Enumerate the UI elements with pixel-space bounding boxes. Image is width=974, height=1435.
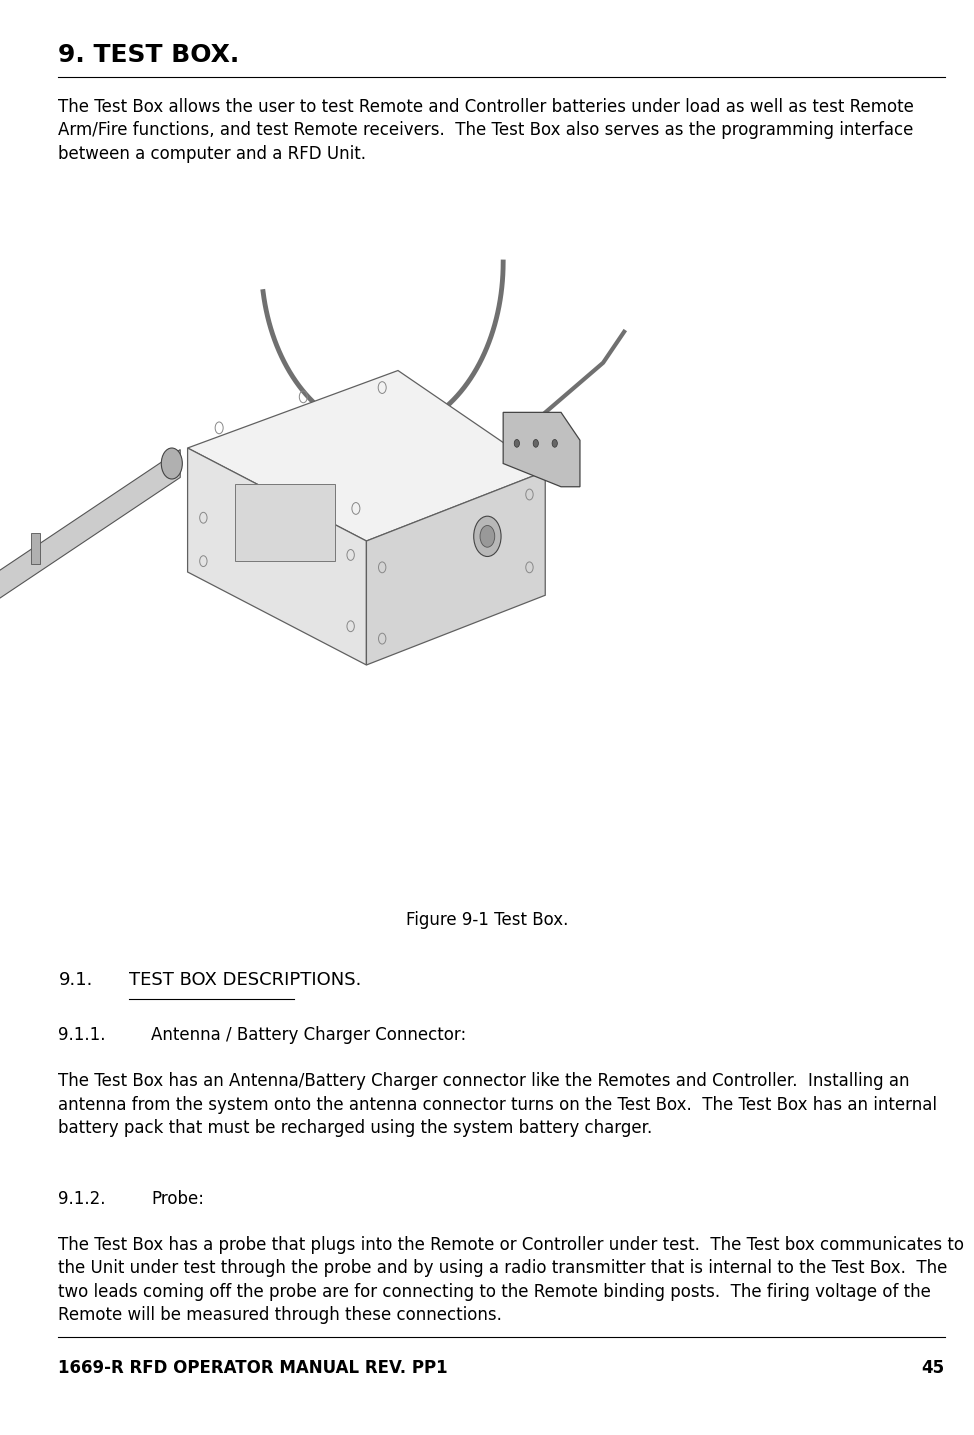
- Text: Figure 9-1 Test Box.: Figure 9-1 Test Box.: [406, 911, 568, 930]
- Text: The Test Box allows the user to test Remote and Controller batteries under load : The Test Box allows the user to test Rem…: [58, 98, 915, 162]
- Text: Antenna / Battery Charger Connector:: Antenna / Battery Charger Connector:: [151, 1026, 467, 1045]
- Text: 9. TEST BOX.: 9. TEST BOX.: [58, 43, 240, 67]
- Text: 9.1.1.: 9.1.1.: [58, 1026, 106, 1045]
- Circle shape: [473, 517, 501, 557]
- Circle shape: [480, 525, 495, 547]
- Polygon shape: [366, 471, 545, 664]
- Text: Probe:: Probe:: [151, 1190, 204, 1208]
- Polygon shape: [235, 484, 335, 561]
- Circle shape: [533, 439, 539, 448]
- Polygon shape: [504, 412, 580, 486]
- Circle shape: [162, 448, 182, 479]
- Polygon shape: [188, 448, 366, 664]
- Text: 1669-R RFD OPERATOR MANUAL REV. PP1: 1669-R RFD OPERATOR MANUAL REV. PP1: [58, 1359, 448, 1378]
- Circle shape: [514, 439, 519, 448]
- Text: 9.1.: 9.1.: [58, 971, 93, 990]
- Circle shape: [552, 439, 557, 448]
- Polygon shape: [31, 534, 40, 564]
- Text: The Test Box has a probe that plugs into the Remote or Controller under test.  T: The Test Box has a probe that plugs into…: [58, 1236, 964, 1325]
- Text: TEST BOX DESCRIPTIONS.: TEST BOX DESCRIPTIONS.: [129, 971, 361, 990]
- Text: The Test Box has an Antenna/Battery Charger connector like the Remotes and Contr: The Test Box has an Antenna/Battery Char…: [58, 1072, 937, 1137]
- Polygon shape: [0, 449, 180, 631]
- Text: 9.1.2.: 9.1.2.: [58, 1190, 106, 1208]
- Text: 45: 45: [921, 1359, 945, 1378]
- Polygon shape: [188, 370, 545, 541]
